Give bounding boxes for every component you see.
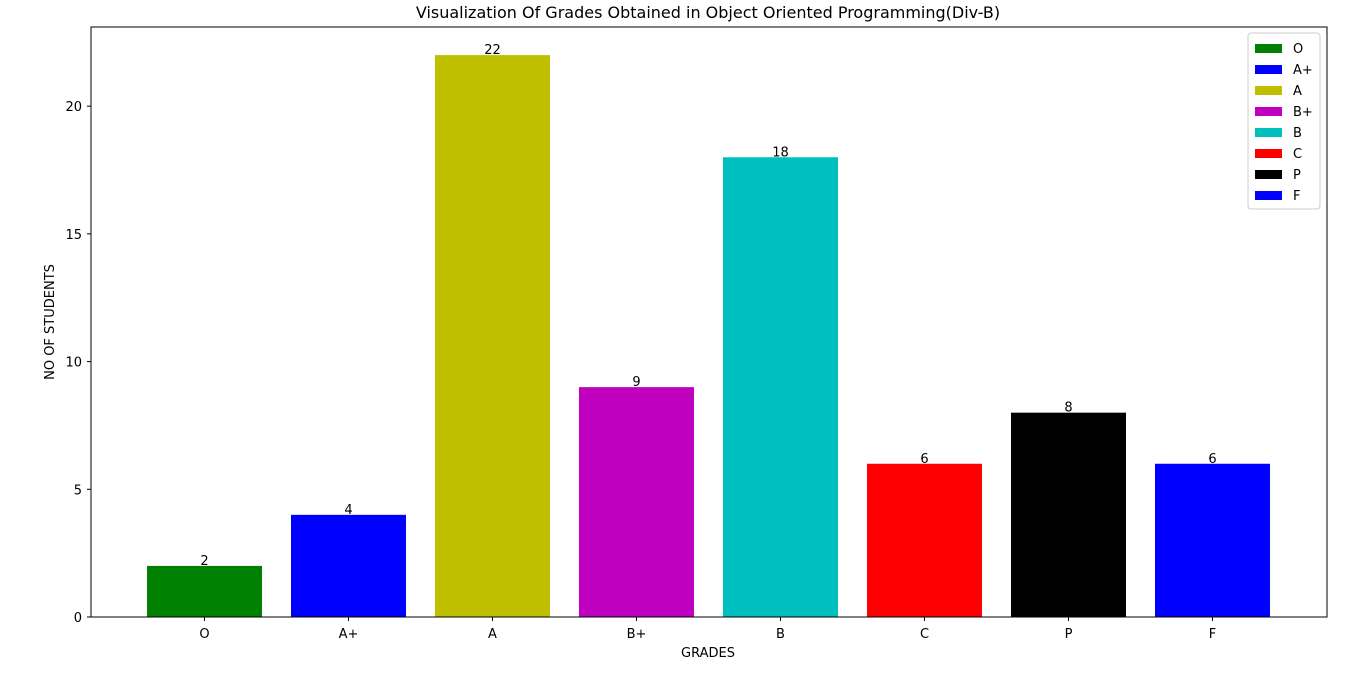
y-axis-label: NO OF STUDENTS (43, 264, 58, 380)
x-tick-label: B (776, 627, 785, 642)
x-tick-label: A (488, 627, 497, 642)
legend-label: B+ (1293, 105, 1313, 120)
bar-f (1155, 463, 1270, 617)
legend-swatch (1255, 86, 1282, 95)
data-label: 2 (200, 554, 208, 569)
x-axis-ticks: O A+ A B+ B C P F (199, 617, 1216, 642)
legend-swatch (1255, 128, 1282, 137)
y-tick-label: 15 (65, 228, 82, 243)
x-tick-label: F (1209, 627, 1216, 642)
legend-label: A+ (1293, 63, 1313, 78)
data-label: 8 (1064, 401, 1072, 416)
bar-b (723, 157, 838, 617)
x-tick-label: P (1065, 627, 1073, 642)
legend-swatch (1255, 65, 1282, 74)
bar-a (435, 55, 550, 618)
data-label: 4 (344, 503, 352, 518)
legend-label: A (1293, 84, 1302, 99)
y-tick-label: 0 (74, 611, 82, 626)
legend-label: F (1293, 189, 1300, 204)
x-tick-label: C (920, 627, 929, 642)
legend-swatch (1255, 170, 1282, 179)
legend-swatch (1255, 191, 1282, 200)
data-label: 6 (1208, 452, 1216, 467)
x-tick-label: O (199, 627, 209, 642)
bar-o (147, 565, 262, 617)
legend-swatch (1255, 149, 1282, 158)
bar-c (867, 463, 982, 617)
y-tick-label: 10 (65, 356, 82, 371)
y-axis-ticks: 0 5 10 15 20 (65, 100, 91, 626)
chart-title: Visualization Of Grades Obtained in Obje… (416, 3, 1000, 22)
y-tick-label: 20 (65, 100, 82, 115)
x-tick-label: B+ (627, 627, 647, 642)
legend-swatch (1255, 44, 1282, 53)
bar-p (1011, 412, 1126, 617)
data-label: 9 (632, 375, 640, 390)
legend-label: B (1293, 126, 1302, 141)
legend-label: C (1293, 147, 1302, 162)
legend-label: P (1293, 168, 1301, 183)
x-axis-label: GRADES (681, 646, 735, 661)
data-label: 22 (484, 43, 501, 58)
bar-a-plus (291, 514, 406, 617)
legend-label: O (1293, 42, 1303, 57)
x-tick-label: A+ (339, 627, 359, 642)
bar-b-plus (579, 387, 694, 617)
plot-frame (90, 26, 1328, 618)
bars-group (147, 55, 1270, 618)
data-labels-group: 2 4 22 9 18 6 8 6 (200, 43, 1216, 569)
legend-swatch (1255, 107, 1282, 116)
legend-box (1247, 32, 1321, 210)
data-label: 18 (772, 145, 789, 160)
data-label: 6 (920, 452, 928, 467)
y-tick-label: 5 (74, 483, 82, 498)
